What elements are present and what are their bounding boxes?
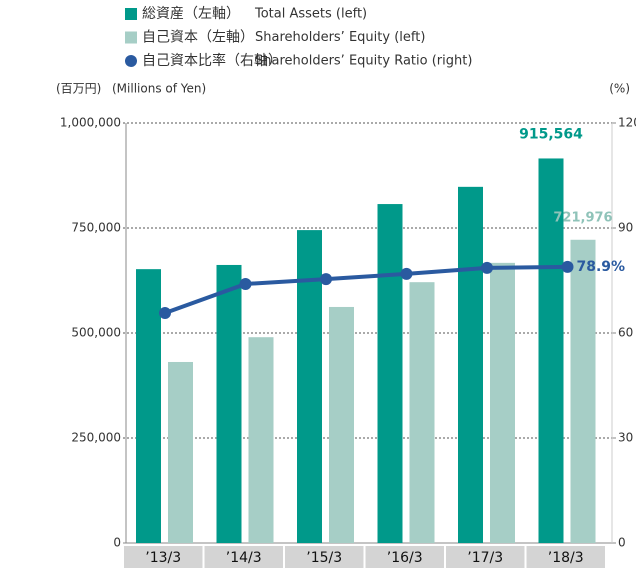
bar <box>377 204 403 543</box>
line <box>164 264 568 315</box>
line-point <box>159 307 171 320</box>
bar <box>458 186 483 543</box>
bar <box>216 264 242 543</box>
bar <box>570 239 596 543</box>
category-box <box>124 546 203 568</box>
bar <box>490 262 515 543</box>
bar <box>168 361 193 543</box>
x-tick-label: ’16/3 <box>387 550 423 566</box>
line-point <box>561 260 574 273</box>
y2-tick-label: 0 <box>618 536 626 550</box>
value-label: 78.9% <box>577 259 626 275</box>
legend-marker <box>125 55 137 67</box>
value-label: 721,976 <box>553 210 612 225</box>
bar <box>329 306 354 543</box>
x-tick-label: ’14/3 <box>226 550 262 566</box>
unit-left-en: (Millions of Yen) <box>112 82 206 96</box>
bar <box>538 158 564 543</box>
x-tick-label: ’15/3 <box>306 550 342 566</box>
unit-right: (%) <box>609 82 630 96</box>
bar <box>136 269 161 543</box>
line-point <box>239 278 252 290</box>
legend-label: 総資産（左軸） <box>142 6 240 22</box>
bar <box>248 337 274 543</box>
line-point <box>400 267 413 280</box>
y2-tick-label: 90 <box>618 221 633 235</box>
x-tick-label: ’17/3 <box>467 550 503 566</box>
x-tick-label: ’13/3 <box>145 550 181 566</box>
y-tick-label: 500,000 <box>71 326 121 340</box>
legend-label-en: Total Assets (left) <box>254 7 367 22</box>
y-tick-label: 250,000 <box>71 431 121 445</box>
legend-label-en: Shareholders’ Equity Ratio (right) <box>255 54 472 69</box>
category-box <box>204 546 283 568</box>
y2-tick-label: 120 <box>618 116 636 130</box>
y-tick-label: 0 <box>113 536 121 550</box>
y2-tick-label: 60 <box>618 326 633 340</box>
legend-label: 自己資本比率（右軸） <box>142 52 282 69</box>
y-tick-label: 750,000 <box>71 221 121 235</box>
legend-marker <box>125 8 137 20</box>
line-point <box>320 273 332 286</box>
category-box <box>446 546 525 568</box>
category-box <box>365 546 444 568</box>
value-label: 915,564 <box>519 126 583 142</box>
bar <box>297 230 322 543</box>
unit-left-ja: (百万円) <box>56 82 101 96</box>
category-box <box>526 546 605 568</box>
x-tick-label: ’18/3 <box>548 550 584 566</box>
y-tick-label: 1,000,000 <box>60 116 121 130</box>
legend-label-en: Shareholders’ Equity (left) <box>255 30 425 45</box>
category-box <box>285 546 364 568</box>
y2-tick-label: 30 <box>618 431 633 445</box>
legend-marker <box>125 31 137 44</box>
legend-label: 自己資本（左軸） <box>142 30 254 46</box>
line-point <box>481 261 493 274</box>
bar <box>409 282 435 543</box>
